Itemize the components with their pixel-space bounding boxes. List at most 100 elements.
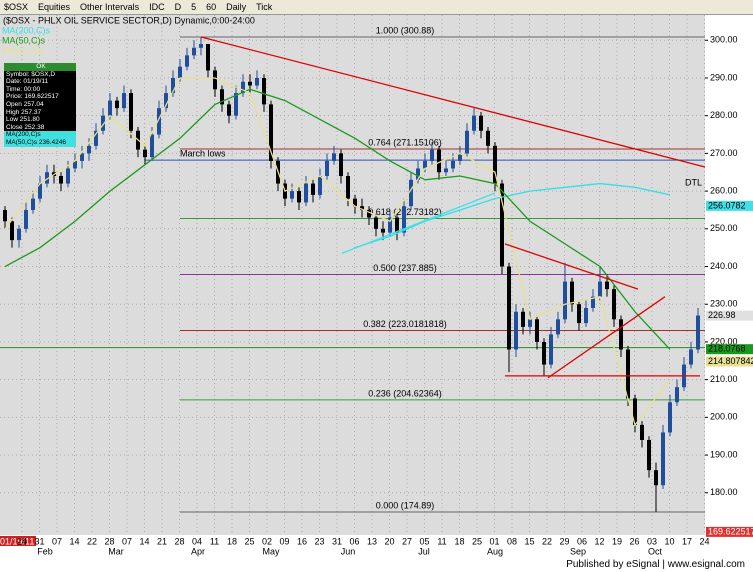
x-tick-label: 06 xyxy=(577,536,587,546)
x-tick-label: 18 xyxy=(454,536,464,546)
candle-body xyxy=(472,115,476,131)
candle-body xyxy=(437,149,441,173)
candle-body xyxy=(269,104,273,161)
x-tick-label: 25 xyxy=(472,536,482,546)
candle-body xyxy=(248,81,252,86)
x-tick-label: 25 xyxy=(244,536,254,546)
x-axis-bg xyxy=(0,535,705,557)
candle-body xyxy=(339,153,343,177)
level-label: March lows xyxy=(180,149,226,159)
candle-body xyxy=(605,281,609,290)
x-tick-label: 13 xyxy=(367,536,377,546)
candle-body xyxy=(640,424,644,440)
x-tick-label: 24 xyxy=(699,536,709,546)
month-label: Jul xyxy=(418,546,430,556)
candle-body xyxy=(514,311,518,350)
candle-body xyxy=(598,281,602,297)
candle-body xyxy=(45,172,49,184)
month-label: Aug xyxy=(487,546,503,556)
candle-body xyxy=(444,168,448,173)
toolbar-item[interactable]: 60 xyxy=(206,2,217,12)
level-label: 1.000 (300.88) xyxy=(376,25,435,35)
level-label: 0.500 (237.885) xyxy=(373,263,437,273)
candle-body xyxy=(451,160,455,169)
candle-body xyxy=(17,228,21,241)
candle-body xyxy=(353,198,357,207)
x-tick-label: 04 xyxy=(192,536,202,546)
candle-body xyxy=(31,198,35,210)
candle-body xyxy=(647,439,651,471)
x-tick-label: 23 xyxy=(314,536,324,546)
x-tick-label: 20 xyxy=(384,536,394,546)
candle-body xyxy=(178,66,182,78)
y-tick-label: 250.00 xyxy=(710,223,738,233)
x-tick-label: 11 xyxy=(437,536,446,546)
legend-entry: MA(200,C)s xyxy=(2,25,51,35)
candle-body xyxy=(192,47,196,56)
candle-body xyxy=(654,470,658,486)
ma-line xyxy=(4,77,671,427)
x-tick-label: 07 xyxy=(122,536,132,546)
x-tick-label: 05 xyxy=(419,536,429,546)
candle-body xyxy=(304,183,308,203)
candle-body xyxy=(430,149,434,161)
candle-body xyxy=(549,334,553,365)
candle-body xyxy=(409,179,413,207)
candle-body xyxy=(115,100,119,109)
month-label: Apr xyxy=(191,546,205,556)
candle-body xyxy=(416,168,420,180)
x-tick-label: 27 xyxy=(402,536,412,546)
candle-body xyxy=(556,319,560,335)
toolbar-item[interactable]: $OSX xyxy=(4,2,29,12)
level-label: 0.000 (174.89) xyxy=(376,500,435,510)
data-window-row: MA(200,C)s xyxy=(4,131,76,139)
candle-body xyxy=(199,44,203,48)
y-tick-label: 230.00 xyxy=(710,299,738,309)
y-tick-label: 280.00 xyxy=(710,110,738,120)
last-value-box xyxy=(706,344,753,355)
toolbar-item[interactable]: Daily xyxy=(226,2,247,12)
month-label: Mar xyxy=(108,546,124,556)
toolbar-item[interactable]: 5 xyxy=(191,2,197,12)
data-window-row: Close 252.38 xyxy=(6,123,45,131)
candle-body xyxy=(311,183,315,195)
trendline xyxy=(504,243,639,290)
month-label: May xyxy=(262,546,280,556)
candle-body xyxy=(584,307,588,324)
chart: ($OSX - PHLX OIL SERVICE SECTOR,D) Dynam… xyxy=(0,15,753,557)
toolbar-item[interactable]: Equities xyxy=(38,2,71,12)
candle-body xyxy=(696,315,700,350)
toolbar-item[interactable]: Tick xyxy=(256,2,273,12)
x-tick-label: 01 xyxy=(489,536,499,546)
x-tick-label: 22 xyxy=(87,536,97,546)
candle-body xyxy=(479,115,483,131)
y-tick-label: 200.00 xyxy=(710,412,738,422)
candle-body xyxy=(535,319,539,342)
x-tick-label: 19 xyxy=(612,536,622,546)
candle-body xyxy=(94,130,98,146)
x-tick-label: 09 xyxy=(279,536,289,546)
x-tick-label: 31 xyxy=(34,536,44,546)
toolbar-item[interactable]: D xyxy=(174,2,182,12)
y-tick-label: 190.00 xyxy=(710,449,738,459)
candle-body xyxy=(227,104,231,116)
data-window: OK Symbol: $OSX,D Date: 01/19/11 Time: 00:0… xyxy=(4,63,76,147)
y-tick-label: 180.00 xyxy=(710,487,738,497)
ma-line xyxy=(4,88,671,350)
candle-body xyxy=(374,217,378,229)
x-tick-label: 08 xyxy=(507,536,517,546)
candle-body xyxy=(612,289,616,320)
x-label-bg xyxy=(0,536,36,546)
toolbar-item[interactable]: Other Intervals xyxy=(80,2,140,12)
data-window-row: High 257.37 xyxy=(6,108,42,116)
candle-body xyxy=(360,206,364,210)
candle-body xyxy=(297,191,301,203)
x-tick-label: 28 xyxy=(104,536,114,546)
x-tick-label: 31 xyxy=(332,536,342,546)
toolbar-item[interactable]: IDC xyxy=(149,2,165,12)
last-value-label: 214.807842 xyxy=(708,356,753,366)
candle-body xyxy=(318,176,322,195)
x-tick-label: 03 xyxy=(647,536,657,546)
candle-body xyxy=(185,55,189,67)
y-tick-label: 240.00 xyxy=(710,261,738,271)
